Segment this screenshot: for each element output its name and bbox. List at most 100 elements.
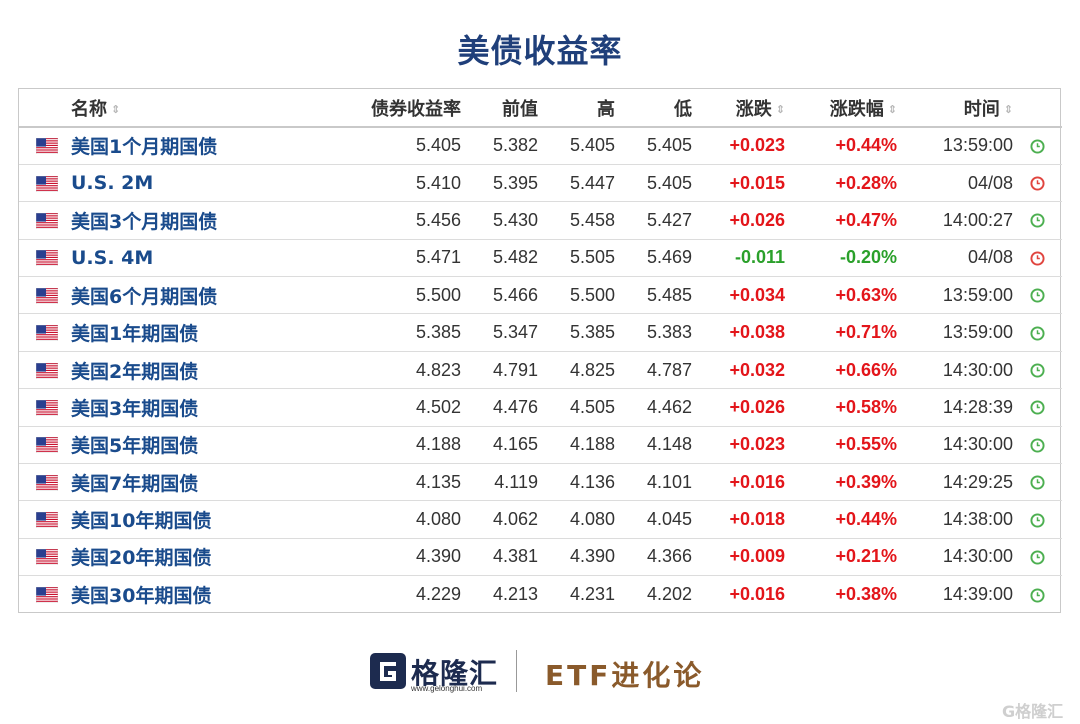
col-header-name[interactable]: 名称 ⇕ <box>71 89 281 127</box>
time-cell: 14:38:00 <box>942 509 1013 530</box>
clock-cell <box>1013 538 1062 575</box>
bond-name-link[interactable]: U.S. 4M <box>71 246 154 269</box>
time-cell: 14:28:39 <box>942 396 1013 417</box>
bond-name-link[interactable]: 美国7年期国债 <box>71 472 199 495</box>
flag-cell <box>19 538 71 575</box>
col-header-time[interactable]: 时间 ⇕ <box>897 89 1013 127</box>
table-row[interactable]: 美国3个月期国债 5.456 5.430 5.458 5.427 +0.026 +0.47%… <box>19 202 1062 240</box>
col-header-prev-label: 前值 <box>502 98 538 120</box>
bond-name-cell: 美国5年期国债 <box>71 426 281 463</box>
bond-name-link[interactable]: 美国2年期国债 <box>71 360 199 383</box>
time-cell: 14:30:00 <box>942 434 1013 455</box>
col-header-yield-label: 债券收益率 <box>371 98 461 120</box>
low-cell: 5.427 <box>646 209 692 230</box>
prev-cell: 4.165 <box>492 434 538 455</box>
time-cell: 13:59:00 <box>942 135 1013 156</box>
footer-divider <box>516 650 517 692</box>
change-pct-cell: +0.47% <box>835 209 897 230</box>
bond-name-link[interactable]: 美国30年期国债 <box>71 585 212 608</box>
prev-cell: 4.213 <box>492 584 538 605</box>
col-header-change-label: 涨跌 <box>735 98 772 120</box>
sort-icon[interactable]: ⇕ <box>775 102 785 116</box>
bond-name-link[interactable]: 美国6个月期国债 <box>71 285 218 308</box>
yield-cell: 5.385 <box>415 322 461 343</box>
sort-icon[interactable]: ⇕ <box>887 102 897 116</box>
flag-cell <box>19 351 71 388</box>
yield-table-container: 名称 ⇕ 债券收益率 前值 高 低 涨跌 ⇕ 涨跌幅 ⇕ 时间 ⇕ 美国1个月期国债 5.… <box>18 88 1062 613</box>
bond-name-cell: U.S. 2M <box>71 164 281 201</box>
col-header-change-pct[interactable]: 涨跌幅 ⇕ <box>785 89 897 127</box>
bond-name-link[interactable]: 美国3年期国债 <box>71 397 199 420</box>
prev-cell: 5.382 <box>492 135 538 156</box>
prev-cell: 4.062 <box>492 509 538 530</box>
prev-cell: 4.119 <box>494 471 538 492</box>
table-row[interactable]: 美国7年期国债 4.135 4.119 4.136 4.101 +0.016 +0.39% 1… <box>19 464 1062 501</box>
table-row[interactable]: U.S. 4M 5.471 5.482 5.505 5.469 -0.011 -0.20% 0… <box>19 239 1062 277</box>
low-cell: 5.469 <box>646 247 692 268</box>
clock-cell <box>1013 239 1062 276</box>
table-row[interactable]: 美国20年期国债 4.390 4.381 4.390 4.366 +0.009 +0.21%… <box>19 538 1062 576</box>
us-flag-icon <box>35 287 59 304</box>
brand-url: www.gelonghui.com <box>411 684 483 693</box>
bond-name-link[interactable]: 美国5年期国债 <box>71 435 199 458</box>
flag-cell <box>19 576 71 613</box>
bond-name-link[interactable]: 美国1年期国债 <box>71 323 199 346</box>
table-row[interactable]: 美国6个月期国债 5.500 5.466 5.500 5.485 +0.034 +0.63%… <box>19 277 1062 314</box>
table-row[interactable]: 美国1年期国债 5.385 5.347 5.385 5.383 +0.038 +0.71% 1… <box>19 314 1062 352</box>
table-row[interactable]: 美国1个月期国债 5.405 5.382 5.405 5.405 +0.023 +0.44%… <box>19 127 1062 165</box>
low-cell: 4.366 <box>646 546 692 567</box>
gelonghui-logo-icon <box>370 653 406 689</box>
table-row[interactable]: 美国30年期国债 4.229 4.213 4.231 4.202 +0.016 +0.38%… <box>19 576 1062 613</box>
table-row[interactable]: 美国10年期国债 4.080 4.062 4.080 4.045 +0.018 +0.44%… <box>19 501 1062 539</box>
bond-name-link[interactable]: 美国10年期国债 <box>71 510 212 533</box>
high-cell: 4.825 <box>569 359 615 380</box>
clock-cell <box>1013 314 1062 351</box>
us-flag-icon <box>35 175 59 192</box>
clock-icon <box>1030 550 1045 565</box>
yield-cell: 4.188 <box>415 434 461 455</box>
prev-cell: 4.791 <box>492 359 538 380</box>
page-title: 美债收益率 <box>457 32 623 70</box>
table-row[interactable]: 美国3年期国债 4.502 4.476 4.505 4.462 +0.026 +0.58% 1… <box>19 389 1062 427</box>
high-cell: 5.405 <box>569 135 615 156</box>
table-row[interactable]: 美国5年期国债 4.188 4.165 4.188 4.148 +0.023 +0.55% 1… <box>19 426 1062 464</box>
clock-icon <box>1030 213 1045 228</box>
us-flag-icon <box>35 362 59 379</box>
yield-table: 名称 ⇕ 债券收益率 前值 高 低 涨跌 ⇕ 涨跌幅 ⇕ 时间 ⇕ 美国1个月期国债 5.… <box>19 89 1062 613</box>
sort-icon[interactable]: ⇕ <box>111 102 121 116</box>
yield-cell: 4.135 <box>415 471 461 492</box>
table-row[interactable]: U.S. 2M 5.410 5.395 5.447 5.405 +0.015 +0.28% 0… <box>19 164 1062 202</box>
flag-cell <box>19 501 71 538</box>
bond-name-link[interactable]: 美国20年期国债 <box>71 547 212 570</box>
clock-cell <box>1013 501 1062 538</box>
flag-cell <box>19 277 71 314</box>
change-cell: +0.026 <box>729 209 785 230</box>
us-flag-icon <box>35 474 59 491</box>
col-header-low-label: 低 <box>674 98 692 120</box>
bond-name-link[interactable]: 美国1个月期国债 <box>71 136 218 159</box>
sort-icon[interactable]: ⇕ <box>1003 102 1013 116</box>
table-header-row: 名称 ⇕ 债券收益率 前值 高 低 涨跌 ⇕ 涨跌幅 ⇕ 时间 ⇕ <box>19 89 1062 127</box>
clock-cell <box>1013 127 1062 164</box>
bond-name-link[interactable]: 美国3个月期国债 <box>71 210 218 233</box>
change-pct-cell: -0.20% <box>839 247 897 268</box>
bond-name-link[interactable]: U.S. 2M <box>71 172 154 195</box>
us-flag-icon <box>35 399 59 417</box>
bond-name-cell: 美国1个月期国债 <box>71 127 281 164</box>
change-pct-cell: +0.66% <box>835 359 897 380</box>
table-row[interactable]: 美国2年期国债 4.823 4.791 4.825 4.787 +0.032 +0.66% 1… <box>19 351 1062 389</box>
us-flag-icon <box>35 437 59 454</box>
change-pct-cell: +0.58% <box>835 396 897 417</box>
col-header-time-label: 时间 <box>963 98 1000 120</box>
us-flag-icon <box>35 549 59 566</box>
high-cell: 4.390 <box>569 546 615 567</box>
us-flag-icon <box>35 250 59 267</box>
col-header-change[interactable]: 涨跌 ⇕ <box>692 89 785 127</box>
prev-cell: 4.476 <box>492 396 538 417</box>
change-pct-cell: +0.39% <box>835 471 897 492</box>
bond-name-cell: 美国10年期国债 <box>71 501 281 538</box>
change-pct-cell: +0.44% <box>835 509 897 530</box>
watermark: G格隆汇 <box>1002 702 1064 721</box>
low-cell: 4.787 <box>646 359 692 380</box>
clock-cell <box>1013 277 1062 314</box>
